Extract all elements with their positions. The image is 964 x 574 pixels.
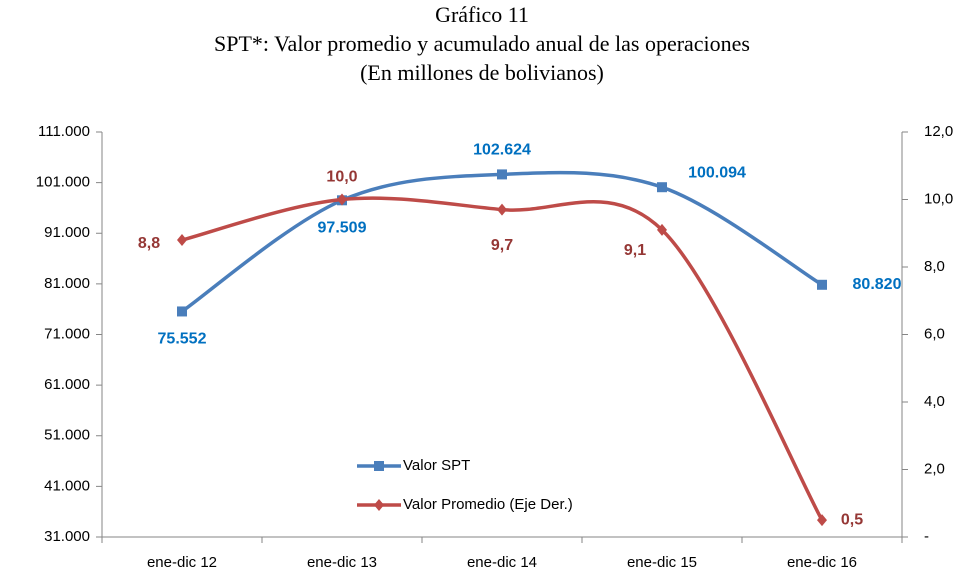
point	[817, 514, 827, 527]
y2-tick-label: 2,0	[924, 460, 945, 477]
value-label: 0,5	[841, 511, 863, 528]
legend-label: Valor Promedio (Eje Der.)	[403, 496, 573, 513]
chart-subtitle: SPT*: Valor promedio y acumulado anual d…	[214, 31, 750, 56]
value-label: 80.820	[853, 276, 902, 293]
point	[497, 203, 507, 216]
point	[817, 279, 827, 290]
point	[657, 182, 667, 193]
y2-tick-label: -	[924, 528, 929, 545]
value-label: 100.094	[688, 164, 746, 181]
x-tick-label: ene-dic 14	[467, 554, 537, 571]
chart-subtitle: (En millones de bolivianos)	[360, 60, 604, 85]
point	[177, 234, 187, 246]
y-tick-label: 41.000	[44, 477, 90, 494]
point	[657, 223, 667, 236]
x-tick-label: ene-dic 16	[787, 554, 857, 571]
y2-tick-label: 8,0	[924, 258, 945, 275]
value-label: 8,8	[138, 235, 160, 252]
y-tick-label: 81.000	[44, 275, 90, 292]
y-tick-label: 61.000	[44, 376, 90, 393]
point	[337, 193, 347, 206]
legend-marker	[374, 499, 384, 511]
y-tick-label: 111.000	[38, 123, 90, 140]
y2-tick-label: 12,0	[924, 123, 953, 140]
point	[497, 169, 507, 180]
y-tick-label: 91.000	[44, 224, 90, 241]
y2-tick-label: 6,0	[924, 325, 945, 342]
x-tick-label: ene-dic 12	[147, 554, 217, 571]
y-tick-label: 31.000	[44, 528, 90, 545]
value-label: 75.552	[158, 331, 207, 348]
value-label: 102.624	[473, 142, 531, 159]
chart-title: Gráfico 11	[435, 2, 529, 27]
y-tick-label: 101.000	[36, 174, 90, 191]
y-tick-label: 51.000	[44, 427, 90, 444]
y-tick-label: 71.000	[44, 325, 90, 342]
value-label: 97.509	[318, 220, 367, 237]
y2-tick-label: 10,0	[924, 190, 953, 207]
legend-marker	[374, 461, 384, 471]
x-tick-label: ene-dic 13	[307, 554, 377, 571]
value-label: 9,1	[624, 242, 646, 259]
value-label: 10,0	[326, 169, 357, 186]
series-line	[181, 196, 824, 521]
y2-tick-label: 4,0	[924, 393, 945, 410]
x-tick-label: ene-dic 15	[627, 554, 697, 571]
legend-label: Valor SPT	[403, 457, 470, 474]
value-label: 9,7	[491, 237, 513, 254]
point	[177, 306, 187, 317]
